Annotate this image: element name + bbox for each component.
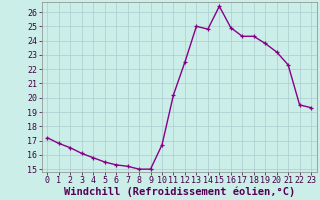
X-axis label: Windchill (Refroidissement éolien,°C): Windchill (Refroidissement éolien,°C) [64, 187, 295, 197]
